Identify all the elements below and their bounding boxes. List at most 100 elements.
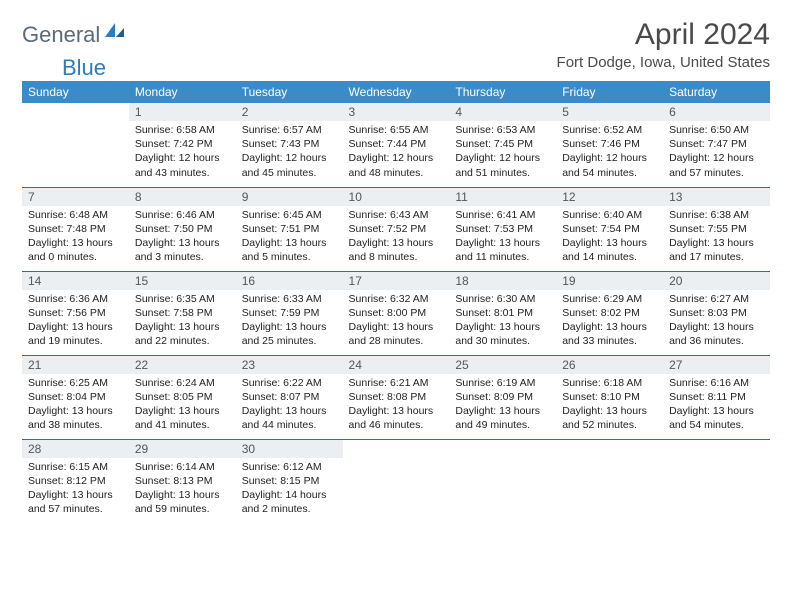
sunset-text: Sunset: 7:45 PM (455, 137, 550, 151)
calendar-day-cell: 2Sunrise: 6:57 AMSunset: 7:43 PMDaylight… (236, 103, 343, 187)
sunrise-text: Sunrise: 6:33 AM (242, 292, 337, 306)
daylight-text: Daylight: 13 hours and 33 minutes. (562, 320, 657, 348)
day-details: Sunrise: 6:16 AMSunset: 8:11 PMDaylight:… (663, 374, 770, 437)
daylight-text: Daylight: 13 hours and 59 minutes. (135, 488, 230, 516)
day-details: Sunrise: 6:18 AMSunset: 8:10 PMDaylight:… (556, 374, 663, 437)
sunrise-text: Sunrise: 6:15 AM (28, 460, 123, 474)
daylight-text: Daylight: 13 hours and 49 minutes. (455, 404, 550, 432)
calendar-week-row: 14Sunrise: 6:36 AMSunset: 7:56 PMDayligh… (22, 271, 770, 355)
calendar-day-cell: 5Sunrise: 6:52 AMSunset: 7:46 PMDaylight… (556, 103, 663, 187)
sunrise-text: Sunrise: 6:22 AM (242, 376, 337, 390)
logo: General (22, 22, 110, 48)
sunrise-text: Sunrise: 6:57 AM (242, 123, 337, 137)
sunset-text: Sunset: 8:11 PM (669, 390, 764, 404)
day-number: 8 (129, 188, 236, 206)
day-number (556, 440, 663, 458)
daylight-text: Daylight: 13 hours and 28 minutes. (349, 320, 444, 348)
day-number: 5 (556, 103, 663, 121)
sunset-text: Sunset: 7:53 PM (455, 222, 550, 236)
day-number: 2 (236, 103, 343, 121)
sunset-text: Sunset: 7:43 PM (242, 137, 337, 151)
day-details: Sunrise: 6:57 AMSunset: 7:43 PMDaylight:… (236, 121, 343, 184)
day-number: 16 (236, 272, 343, 290)
calendar-day-cell: 15Sunrise: 6:35 AMSunset: 7:58 PMDayligh… (129, 271, 236, 355)
daylight-text: Daylight: 13 hours and 19 minutes. (28, 320, 123, 348)
daylight-text: Daylight: 13 hours and 57 minutes. (28, 488, 123, 516)
calendar-day-cell (343, 439, 450, 523)
sunset-text: Sunset: 7:50 PM (135, 222, 230, 236)
weekday-header: Wednesday (343, 81, 450, 103)
day-number (449, 440, 556, 458)
day-number: 6 (663, 103, 770, 121)
calendar-week-row: 7Sunrise: 6:48 AMSunset: 7:48 PMDaylight… (22, 187, 770, 271)
day-number: 3 (343, 103, 450, 121)
day-details: Sunrise: 6:32 AMSunset: 8:00 PMDaylight:… (343, 290, 450, 353)
day-number: 29 (129, 440, 236, 458)
calendar-day-cell (449, 439, 556, 523)
daylight-text: Daylight: 13 hours and 54 minutes. (669, 404, 764, 432)
day-details: Sunrise: 6:30 AMSunset: 8:01 PMDaylight:… (449, 290, 556, 353)
sunrise-text: Sunrise: 6:50 AM (669, 123, 764, 137)
calendar-day-cell: 12Sunrise: 6:40 AMSunset: 7:54 PMDayligh… (556, 187, 663, 271)
sunrise-text: Sunrise: 6:45 AM (242, 208, 337, 222)
sunrise-text: Sunrise: 6:14 AM (135, 460, 230, 474)
sunset-text: Sunset: 7:55 PM (669, 222, 764, 236)
calendar-day-cell: 25Sunrise: 6:19 AMSunset: 8:09 PMDayligh… (449, 355, 556, 439)
sunset-text: Sunset: 8:08 PM (349, 390, 444, 404)
sunrise-text: Sunrise: 6:25 AM (28, 376, 123, 390)
calendar-day-cell: 23Sunrise: 6:22 AMSunset: 8:07 PMDayligh… (236, 355, 343, 439)
day-details: Sunrise: 6:46 AMSunset: 7:50 PMDaylight:… (129, 206, 236, 269)
calendar-header-row: SundayMondayTuesdayWednesdayThursdayFrid… (22, 81, 770, 103)
day-details: Sunrise: 6:55 AMSunset: 7:44 PMDaylight:… (343, 121, 450, 184)
day-number: 25 (449, 356, 556, 374)
day-number: 4 (449, 103, 556, 121)
month-title: April 2024 (557, 18, 770, 52)
calendar-day-cell: 4Sunrise: 6:53 AMSunset: 7:45 PMDaylight… (449, 103, 556, 187)
sunset-text: Sunset: 7:54 PM (562, 222, 657, 236)
sail-icon (104, 22, 126, 38)
day-number: 22 (129, 356, 236, 374)
calendar-day-cell: 16Sunrise: 6:33 AMSunset: 7:59 PMDayligh… (236, 271, 343, 355)
weekday-header: Tuesday (236, 81, 343, 103)
sunset-text: Sunset: 8:02 PM (562, 306, 657, 320)
daylight-text: Daylight: 12 hours and 43 minutes. (135, 151, 230, 179)
daylight-text: Daylight: 12 hours and 48 minutes. (349, 151, 444, 179)
calendar-week-row: 28Sunrise: 6:15 AMSunset: 8:12 PMDayligh… (22, 439, 770, 523)
day-details: Sunrise: 6:40 AMSunset: 7:54 PMDaylight:… (556, 206, 663, 269)
daylight-text: Daylight: 13 hours and 3 minutes. (135, 236, 230, 264)
day-number (22, 103, 129, 121)
sunrise-text: Sunrise: 6:58 AM (135, 123, 230, 137)
sunrise-text: Sunrise: 6:38 AM (669, 208, 764, 222)
daylight-text: Daylight: 12 hours and 51 minutes. (455, 151, 550, 179)
weekday-header: Saturday (663, 81, 770, 103)
day-number: 11 (449, 188, 556, 206)
calendar-day-cell: 13Sunrise: 6:38 AMSunset: 7:55 PMDayligh… (663, 187, 770, 271)
sunset-text: Sunset: 8:00 PM (349, 306, 444, 320)
calendar-day-cell: 29Sunrise: 6:14 AMSunset: 8:13 PMDayligh… (129, 439, 236, 523)
day-number: 23 (236, 356, 343, 374)
day-details: Sunrise: 6:22 AMSunset: 8:07 PMDaylight:… (236, 374, 343, 437)
sunset-text: Sunset: 8:03 PM (669, 306, 764, 320)
weekday-header: Friday (556, 81, 663, 103)
day-number: 30 (236, 440, 343, 458)
day-number: 12 (556, 188, 663, 206)
daylight-text: Daylight: 12 hours and 57 minutes. (669, 151, 764, 179)
calendar-day-cell: 21Sunrise: 6:25 AMSunset: 8:04 PMDayligh… (22, 355, 129, 439)
logo-text-blue: Blue (62, 55, 106, 81)
day-details: Sunrise: 6:12 AMSunset: 8:15 PMDaylight:… (236, 458, 343, 521)
daylight-text: Daylight: 12 hours and 45 minutes. (242, 151, 337, 179)
daylight-text: Daylight: 13 hours and 36 minutes. (669, 320, 764, 348)
sunset-text: Sunset: 7:47 PM (669, 137, 764, 151)
sunrise-text: Sunrise: 6:35 AM (135, 292, 230, 306)
daylight-text: Daylight: 13 hours and 44 minutes. (242, 404, 337, 432)
weekday-header: Sunday (22, 81, 129, 103)
day-number: 19 (556, 272, 663, 290)
day-details: Sunrise: 6:14 AMSunset: 8:13 PMDaylight:… (129, 458, 236, 521)
sunrise-text: Sunrise: 6:46 AM (135, 208, 230, 222)
sunrise-text: Sunrise: 6:36 AM (28, 292, 123, 306)
calendar-day-cell: 30Sunrise: 6:12 AMSunset: 8:15 PMDayligh… (236, 439, 343, 523)
sunrise-text: Sunrise: 6:40 AM (562, 208, 657, 222)
day-number: 13 (663, 188, 770, 206)
day-details: Sunrise: 6:38 AMSunset: 7:55 PMDaylight:… (663, 206, 770, 269)
calendar-day-cell: 20Sunrise: 6:27 AMSunset: 8:03 PMDayligh… (663, 271, 770, 355)
